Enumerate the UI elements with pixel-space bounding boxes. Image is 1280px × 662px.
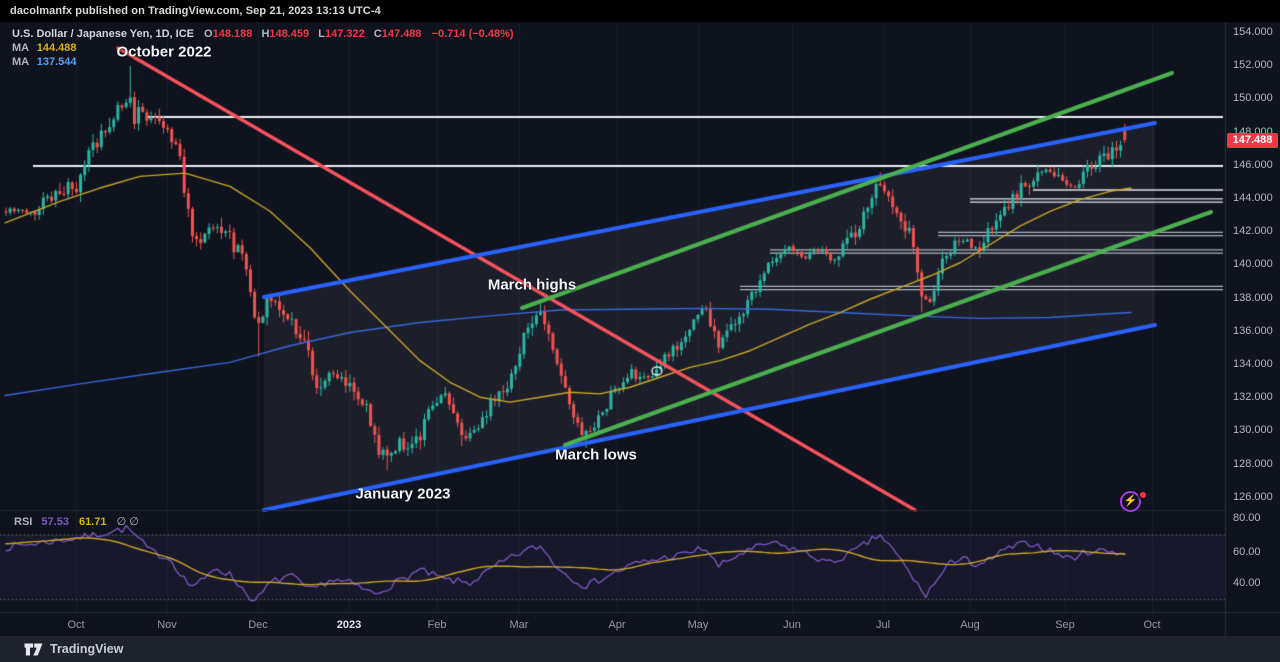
rsi-ma-value: 61.71	[79, 516, 107, 528]
last-price-value: 147.488	[1232, 134, 1273, 146]
timelabel: Jun	[783, 619, 801, 631]
timelabel: Dec	[248, 619, 268, 631]
rsi-empty-markers: ∅ ∅	[116, 516, 139, 528]
annotation-label[interactable]: March lows	[555, 446, 637, 464]
timelabel: Apr	[608, 619, 626, 631]
pricelabel: 126.000	[1233, 491, 1273, 503]
rsilabel: 60.00	[1233, 546, 1261, 558]
high-label: H	[261, 28, 270, 40]
annotation-label[interactable]: March highs	[487, 276, 577, 294]
rsilabel: 40.00	[1233, 577, 1261, 589]
notification-dot	[1138, 490, 1148, 500]
chart-legend[interactable]: U.S. Dollar / Japanese Yen, 1D, ICE O148…	[12, 27, 514, 69]
pricelabel: 136.000	[1233, 325, 1273, 337]
open-label: O	[204, 28, 213, 40]
pricelabel: 138.000	[1233, 292, 1273, 304]
published-info-bar: dacolmanfx published on TradingView.com,…	[0, 0, 1280, 22]
pricelabel: 134.000	[1233, 358, 1273, 370]
low-label: L	[318, 28, 325, 40]
published-info-text: dacolmanfx published on TradingView.com,…	[10, 5, 381, 17]
timelabel: Oct	[67, 619, 85, 631]
timelabel: Mar	[509, 619, 529, 631]
pricelabel: 146.000	[1233, 159, 1273, 171]
pricelabel: 152.000	[1233, 59, 1273, 71]
lightning-icon: ⚡	[1123, 495, 1138, 507]
tradingview-logo-icon[interactable]	[24, 643, 43, 656]
ma-yellow-label: MA	[12, 42, 29, 54]
rsilabel: 80.00	[1233, 512, 1261, 524]
ma-blue-label: MA	[12, 56, 29, 68]
pricelabel: 142.000	[1233, 225, 1273, 237]
symbol-ohlc-row: U.S. Dollar / Japanese Yen, 1D, ICE O148…	[12, 27, 514, 41]
timelabel: Sep	[1055, 619, 1075, 631]
open-value: 148.188	[212, 28, 253, 40]
timelabel: Aug	[960, 619, 980, 631]
timelabel: Feb	[427, 619, 447, 631]
symbol-title: U.S. Dollar / Japanese Yen, 1D, ICE	[12, 28, 194, 40]
pricelabel: 150.000	[1233, 92, 1273, 104]
timelabel: Jul	[875, 619, 891, 631]
pricelabel: 128.000	[1233, 458, 1273, 470]
ma-blue-value: 137.544	[36, 56, 77, 68]
high-value: 148.459	[269, 28, 310, 40]
pricelabel: 144.000	[1233, 192, 1273, 204]
timelabel: Nov	[157, 619, 177, 631]
annotation-label[interactable]: October 2022	[116, 43, 212, 61]
pricelabel: 140.000	[1233, 258, 1273, 270]
rsi-label: RSI	[14, 516, 33, 528]
low-value: 147.322	[324, 28, 365, 40]
rsi-value: 57.53	[41, 516, 69, 528]
timelabel: May	[687, 619, 709, 631]
rsi-legend[interactable]: RSI 57.53 61.71 ∅ ∅	[14, 515, 139, 528]
annotation-label[interactable]: January 2023	[355, 485, 451, 503]
change-value: −0.714 (−0.48%)	[431, 28, 514, 40]
pricelabel: 130.000	[1233, 424, 1273, 436]
pricelabel: 132.000	[1233, 391, 1273, 403]
close-label: C	[373, 28, 382, 40]
pricelabel: 154.000	[1233, 26, 1273, 38]
boost-flash-button[interactable]: ⚡	[1120, 490, 1148, 512]
ma-yellow-row: MA 144.488	[12, 41, 514, 55]
timelabel: 2023	[336, 619, 362, 631]
ma-blue-row: MA 137.544	[12, 55, 514, 69]
close-value: 147.488	[381, 28, 422, 40]
timelabel: Oct	[1143, 619, 1161, 631]
ma-yellow-value: 144.488	[36, 42, 77, 54]
tradingview-brand-text[interactable]: TradingView	[50, 642, 124, 656]
footer-bar: TradingView	[0, 636, 1280, 662]
last-price-badge: 147.488	[1227, 133, 1278, 148]
